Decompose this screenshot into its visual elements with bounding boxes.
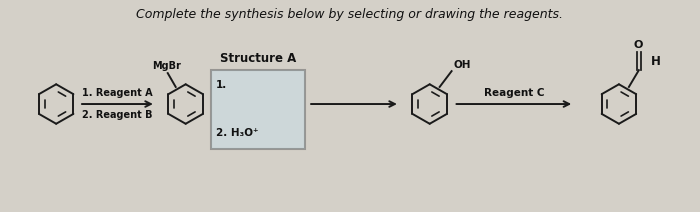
- Text: 2. Reagent B: 2. Reagent B: [82, 110, 153, 120]
- Text: 1.: 1.: [216, 80, 227, 90]
- Text: H: H: [651, 55, 661, 68]
- Text: Reagent C: Reagent C: [484, 88, 544, 98]
- Text: Complete the synthesis below by selecting or drawing the reagents.: Complete the synthesis below by selectin…: [136, 8, 564, 21]
- Text: O: O: [634, 40, 643, 50]
- Bar: [211, 70, 305, 149]
- Text: OH: OH: [454, 60, 471, 70]
- Text: 1. Reagent A: 1. Reagent A: [82, 88, 153, 98]
- Text: 2. H₃O⁺: 2. H₃O⁺: [216, 128, 258, 138]
- Text: Structure A: Structure A: [220, 52, 296, 64]
- Text: MgBr: MgBr: [153, 61, 181, 71]
